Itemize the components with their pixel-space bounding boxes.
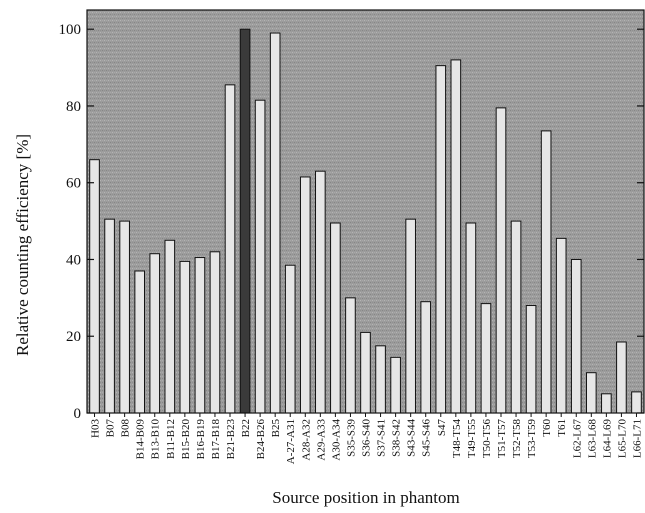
x-tick-label: B13-B10 (150, 419, 162, 460)
x-tick-label: B24-B26 (255, 419, 267, 460)
bar-S43-S44 (405, 218, 416, 414)
x-tick-label: T52-T58 (511, 419, 523, 459)
x-tick-label: T53-T59 (526, 419, 538, 459)
x-tick-label: A29-A33 (315, 419, 327, 461)
x-axis: H03 B07 B08 B14-B09 B13-B10 B11-B12 B15-B20 B16… (90, 413, 643, 464)
x-tick-label: L66-L71 (631, 419, 643, 458)
bar-B25 (269, 32, 281, 414)
bar-T61 (555, 237, 567, 414)
bar-S36-S40 (360, 331, 371, 414)
x-tick-label: B14-B09 (135, 419, 147, 460)
bar-L66-L71 (631, 391, 642, 414)
x-tick-label: B16-B19 (195, 419, 207, 460)
bar-T50-T56 (480, 303, 492, 414)
x-tick-label: A-27-A31 (285, 419, 297, 464)
bar-B22 (239, 28, 251, 414)
bar-A30-A34 (330, 222, 341, 414)
bar-B13-B10 (149, 253, 161, 414)
bar-S38-S42 (390, 356, 401, 414)
x-tick-label: S35-S39 (345, 419, 357, 457)
bar-B14-B09 (134, 270, 145, 414)
x-tick-label: S36-S40 (361, 419, 373, 457)
bar-B16-B19 (194, 257, 206, 414)
x-tick-label: T48-T54 (451, 419, 463, 459)
x-tick-label: B22 (240, 419, 252, 437)
x-tick-label: T60 (541, 419, 553, 437)
x-tick-label: A28-A32 (300, 419, 312, 461)
x-tick-label: S38-S42 (391, 419, 403, 457)
bar-T52-T58 (510, 220, 522, 414)
y-tick-label: 20 (66, 329, 81, 345)
bar-T51-T57 (495, 107, 507, 414)
bar-A29-A33 (315, 170, 326, 414)
bar-L64-L69 (601, 393, 612, 414)
x-tick-label: T49-T55 (466, 419, 478, 459)
x-tick-label: B15-B20 (180, 419, 192, 460)
y-tick-label: 60 (66, 176, 81, 192)
bar-T48-T54 (450, 59, 462, 414)
bar-B15-B20 (179, 260, 191, 414)
y-tick-label: 40 (66, 252, 81, 268)
bar-S47 (435, 65, 447, 414)
x-tick-label: L64-L69 (601, 419, 613, 459)
bar-B08 (119, 220, 130, 414)
x-tick-label: A30-A34 (330, 419, 342, 461)
bar-B17-B18 (209, 251, 221, 414)
bar-S37-S41 (375, 345, 386, 414)
bar-T60 (540, 130, 552, 414)
x-tick-label: S45-S46 (421, 419, 433, 457)
bar-B07 (104, 218, 115, 414)
x-tick-label: B25 (270, 419, 282, 438)
bar-S35-S39 (345, 297, 356, 414)
bar-S45-S46 (420, 301, 432, 414)
y-tick-label: 0 (74, 406, 82, 422)
x-tick-label: B21-B23 (225, 419, 237, 460)
x-tick-label: B07 (105, 419, 117, 438)
y-axis-title: Relative counting efficiency [%] (13, 134, 32, 356)
bar-T49-T55 (465, 222, 477, 414)
x-tick-label: B11-B12 (165, 419, 177, 459)
x-tick-label: L62-L67 (571, 419, 583, 459)
x-tick-label: S43-S44 (406, 419, 418, 457)
y-tick-label: 100 (59, 22, 82, 38)
bar-L63-L68 (585, 372, 597, 414)
x-tick-label: S47 (436, 419, 448, 437)
x-tick-label: T61 (556, 419, 568, 437)
x-axis-title: Source position in phantom (272, 488, 459, 507)
x-tick-label: L65-L70 (616, 419, 628, 459)
x-tick-label: B17-B18 (210, 419, 222, 460)
x-tick-label: S37-S41 (376, 419, 388, 457)
y-tick-label: 80 (66, 99, 81, 115)
bar-A28-A32 (299, 176, 311, 414)
bar-A-27-A31 (284, 264, 296, 414)
y-axis: 0 20 40 60 80 100 (59, 22, 644, 422)
bar-H03 (89, 159, 100, 414)
bar-B24-B26 (254, 99, 266, 414)
bar-T53-T59 (525, 305, 537, 414)
x-tick-label: T50-T56 (481, 419, 493, 459)
bar-B11-B12 (164, 239, 176, 414)
x-tick-label: B08 (120, 419, 132, 438)
bar-L62-L67 (570, 258, 582, 414)
x-tick-label: T51-T57 (496, 419, 508, 459)
x-tick-label: L63-L68 (586, 419, 598, 459)
x-tick-label: H03 (90, 419, 102, 438)
bar-L65-L70 (616, 341, 627, 414)
bar-B21-B23 (224, 84, 236, 414)
